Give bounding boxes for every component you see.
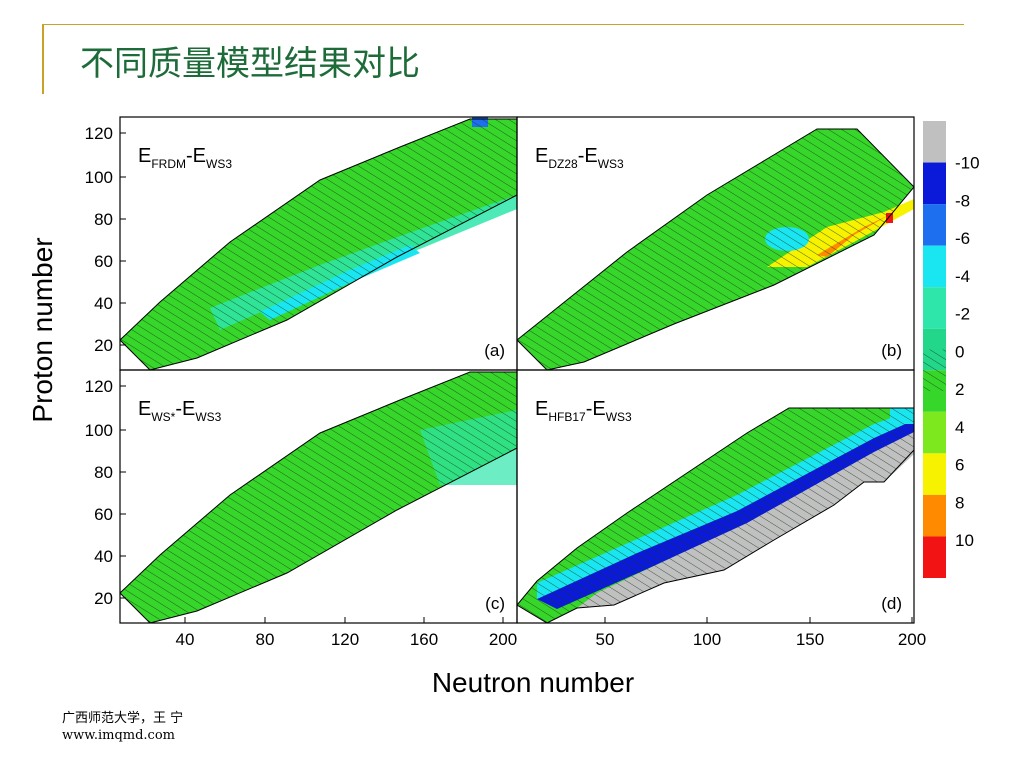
panel-b: EDZ28-EWS3 (b) [516,116,915,371]
colorbar-label: 10 [955,531,974,550]
colorbar-hatch-band [923,349,946,392]
x-tick-label-right: 150 [796,630,824,649]
panel-d-frame [516,369,915,624]
y-tick-label: 60 [94,505,113,524]
title-rule [42,24,964,25]
panel-b-red-spot [886,213,893,223]
footer-affiliation: 广西师范大学，王 宁 [62,711,184,726]
panel-d: EHFB17-EWS3 (d) [516,369,915,624]
colorbar-band [923,287,946,329]
colorbar-band [923,494,946,537]
y-axis-title: Proton number [27,237,58,422]
x-tick-label-left: 200 [489,630,517,649]
x-axis-title: Neutron number [432,667,634,698]
panel-d-tag: (d) [881,594,902,613]
x-tick-label-right: 200 [898,630,926,649]
colorbar-band [923,245,946,288]
colorbar-band [923,453,946,495]
colorbar-label: 4 [955,418,964,437]
title-accent-bar [42,24,44,94]
x-tick-label-left: 160 [410,630,438,649]
y-tick-label: 20 [94,589,113,608]
panel-a-tag: (a) [484,341,505,360]
y-tick-label: 80 [94,210,113,229]
y-tick-label: 100 [85,421,113,440]
y-tick-label: 80 [94,463,113,482]
colorbar-label: -8 [955,191,970,210]
panel-c: EWS*-EWS3 (c) [119,369,518,624]
y-tick-label: 20 [94,336,113,355]
y-tick-label: 120 [85,377,113,396]
mass-model-comparison-figure: EFRDM-EWS3 (a) EDZ28-EWS3 (b) EWS*-EWS3 (c) EH… [27,116,980,698]
colorbar-band [923,411,946,454]
colorbar-band [923,162,946,205]
panel-a-hatch [120,119,517,370]
x-tick-label-right: 50 [596,630,615,649]
colorbar-label: 8 [955,494,964,513]
colorbar-band [923,204,946,246]
panel-b-title: EDZ28-EWS3 [535,145,624,171]
colorbar-label: 0 [955,342,964,361]
panel-c-tag: (c) [485,594,505,613]
colorbar-band [923,536,946,578]
y-tick-label: 100 [85,168,113,187]
panel-c-outline [120,371,517,623]
panel-a-outline [120,118,517,370]
x-tick-label-left: 120 [331,630,359,649]
colorbar-label: 6 [955,456,964,475]
x-tick-label-left: 80 [256,630,275,649]
colorbar-label: -6 [955,229,970,248]
panel-c-hatch [120,372,517,623]
colorbar-band [923,121,946,163]
x-tick-label-left: 40 [176,630,195,649]
colorbar-label: 2 [955,380,964,399]
panel-b-hatch [517,129,914,370]
panel-b-tag: (b) [881,341,902,360]
x-tick-label-right: 100 [693,630,721,649]
panel-b-outline [517,128,914,370]
panel-a-title: EFRDM-EWS3 [138,145,232,171]
colorbar-label: -4 [955,267,970,286]
y-tick-label: 60 [94,252,113,271]
panel-c-title: EWS*-EWS3 [138,398,222,424]
colorbar-label: -10 [955,154,980,173]
panel-d-hatch [517,408,914,623]
footer-website: www.imqmd.com [62,728,175,743]
colorbar-label: -2 [955,305,970,324]
panel-d-outline [517,407,914,623]
panel-a: EFRDM-EWS3 (a) [119,116,518,371]
y-tick-label: 40 [94,294,113,313]
y-tick-label: 40 [94,547,113,566]
y-tick-label: 120 [85,124,113,143]
slide-title: 不同质量模型结果对比 [80,44,420,84]
panel-d-title: EHFB17-EWS3 [535,398,632,424]
